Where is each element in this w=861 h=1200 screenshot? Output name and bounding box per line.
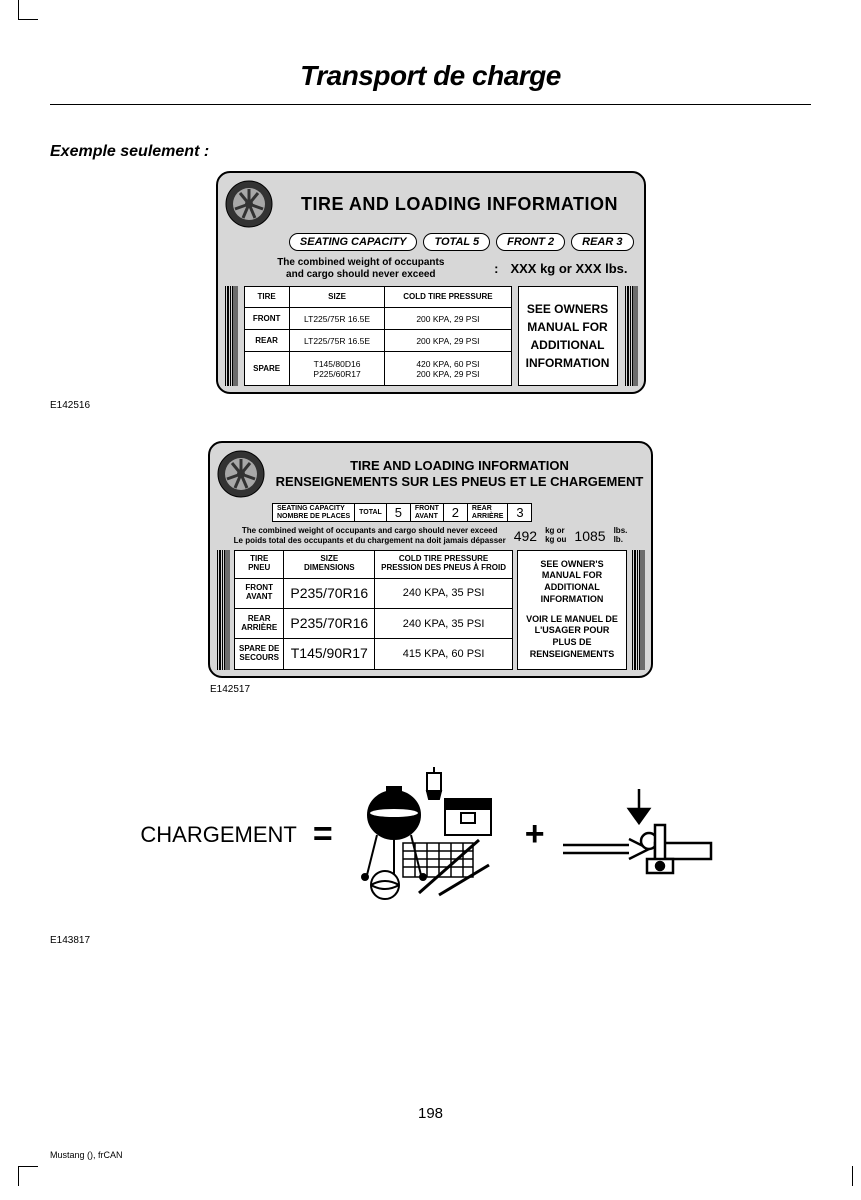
label1-combined-weight: The combined weight of occupants and car… [224,257,638,280]
combined-value: XXX kg or XXX lbs. [510,261,627,276]
seating-front-box: FRONT 2 [496,233,565,251]
barcode-right-icon [631,550,645,670]
th-tire: TIRE [244,287,289,308]
th-tire: TIREPNEU [235,550,284,578]
combined-line2: and cargo should never exceed [234,269,489,281]
chargement-label: CHARGEMENT [140,822,296,848]
seating-capacity-box: SEATING CAPACITY [289,233,418,251]
th-pressure: COLD TIRE PRESSURE [385,287,511,308]
table-row: REARARRIÈRE P235/70R16 240 KPA, 35 PSI [235,608,513,638]
crop-mark-bottom-right [851,1166,853,1186]
barcode-right-icon [624,286,638,386]
loading-equation: CHARGEMENT = [50,765,811,905]
seating-rear-box: REAR 3 [571,233,633,251]
equals-sign: = [313,815,333,854]
label1-side-info: SEE OWNERS MANUAL FOR ADDITIONAL INFORMA… [518,286,618,386]
label2-title: TIRE AND LOADING INFORMATION RENSEIGNEME… [274,458,645,489]
table-row: REAR LT225/75R 16.5E 200 KPA, 29 PSI [244,330,511,352]
example-subtitle: Exemple seulement : [50,143,811,161]
page-title: Transport de charge [50,60,811,92]
th-pressure: COLD TIRE PRESSUREPRESSION DES PNEUS À F… [375,550,513,578]
trailer-hitch-icon [561,785,721,885]
label1-tire-table: TIRE SIZE COLD TIRE PRESSURE FRONT LT225… [244,286,512,386]
crop-mark-bottom-left [18,1166,38,1186]
label2-tire-table: TIREPNEU SIZEDIMENSIONS COLD TIRE PRESSU… [234,550,513,670]
label1-seating-row: SEATING CAPACITY TOTAL 5 FRONT 2 REAR 3 [224,233,638,251]
plus-sign: + [525,815,545,854]
tire-label-1: TIRE AND LOADING INFORMATION SEATING CAP… [216,171,646,394]
table-row: SPARE DESECOURS T145/90R17 415 KPA, 60 P… [235,639,513,669]
combined-line1: The combined weight of occupants [234,257,489,269]
barcode-left-icon [216,550,230,670]
figure-id-1: E142516 [50,400,811,411]
th-size: SIZE [289,287,385,308]
seating-total-box: TOTAL 5 [423,233,490,251]
label2-weight-row: The combined weight of occupants and car… [216,526,645,545]
figure-id-2: E142517 [210,684,811,695]
page-footer: Mustang (), frCAN [50,1150,123,1160]
label2-seating-row: SEATING CAPACITY NOMBRE DE PLACES TOTAL … [272,503,641,522]
th-size: SIZEDIMENSIONS [284,550,375,578]
cargo-items-icon [349,765,509,905]
tire-wheel-icon [216,449,266,499]
tire-wheel-icon [224,179,274,229]
tire-label-2: TIRE AND LOADING INFORMATION RENSEIGNEME… [208,441,653,678]
label1-title: TIRE AND LOADING INFORMATION [282,194,638,215]
title-rule [50,104,811,105]
page-number: 198 [0,1105,861,1122]
table-row: FRONT LT225/75R 16.5E 200 KPA, 29 PSI [244,307,511,329]
figure-id-3: E143817 [50,935,811,946]
table-row: FRONTAVANT P235/70R16 240 KPA, 35 PSI [235,578,513,608]
table-row: SPARE T145/80D16 P225/60R17 420 KPA, 60 … [244,352,511,386]
combined-sep: : [494,261,498,276]
label2-side-info: SEE OWNER'S MANUAL FOR ADDITIONAL INFORM… [517,550,627,670]
barcode-left-icon [224,286,238,386]
crop-mark-top-left [18,0,38,20]
